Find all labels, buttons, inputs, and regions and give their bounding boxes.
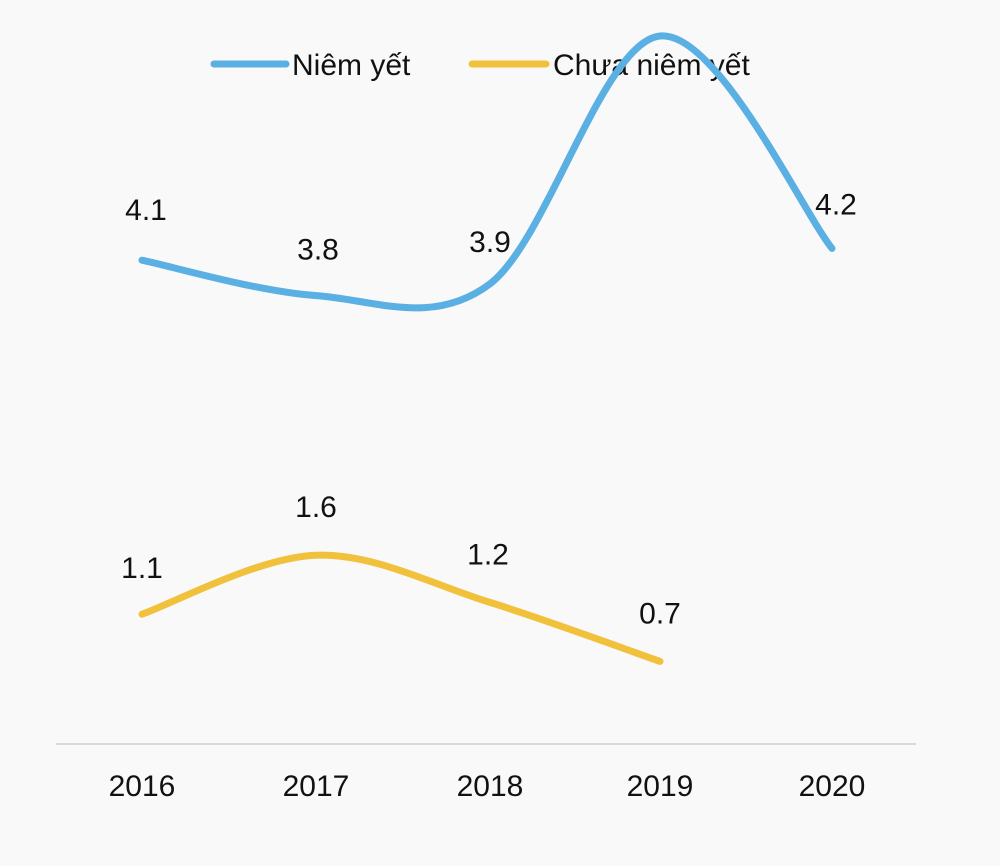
x-tick-label-2017: 2017 xyxy=(283,770,350,803)
chart-legend: Niêm yết Chưa niêm yết xyxy=(210,49,750,82)
data-label-s2-2019: 0.7 xyxy=(639,597,681,630)
series-layer xyxy=(138,32,836,665)
data-label-s1-2017: 3.8 xyxy=(297,234,339,267)
data-label-s2-2018: 1.2 xyxy=(467,538,509,571)
x-axis: 2016 2017 2018 2019 2020 xyxy=(109,770,866,803)
data-labels: 4.1 3.8 3.9 6.0 4.2 1.1 1.6 1.2 0.7 xyxy=(121,0,857,630)
data-label-s2-2017: 1.6 xyxy=(295,491,337,524)
x-tick-label-2020: 2020 xyxy=(799,770,866,803)
x-tick-label-2018: 2018 xyxy=(457,770,524,803)
x-tick-label-2019: 2019 xyxy=(627,770,694,803)
x-tick-label-2016: 2016 xyxy=(109,770,176,803)
series-line-2 xyxy=(138,551,664,665)
data-label-s2-2016: 1.1 xyxy=(121,552,163,585)
data-label-s1-2020: 4.2 xyxy=(815,188,857,221)
series-line-1 xyxy=(138,32,836,312)
data-label-s1-2016: 4.1 xyxy=(125,194,167,227)
data-label-s1-2018: 3.9 xyxy=(469,226,511,259)
data-label-s1-2019: 6.0 xyxy=(639,0,681,5)
legend-label-1: Niêm yết xyxy=(292,49,411,82)
